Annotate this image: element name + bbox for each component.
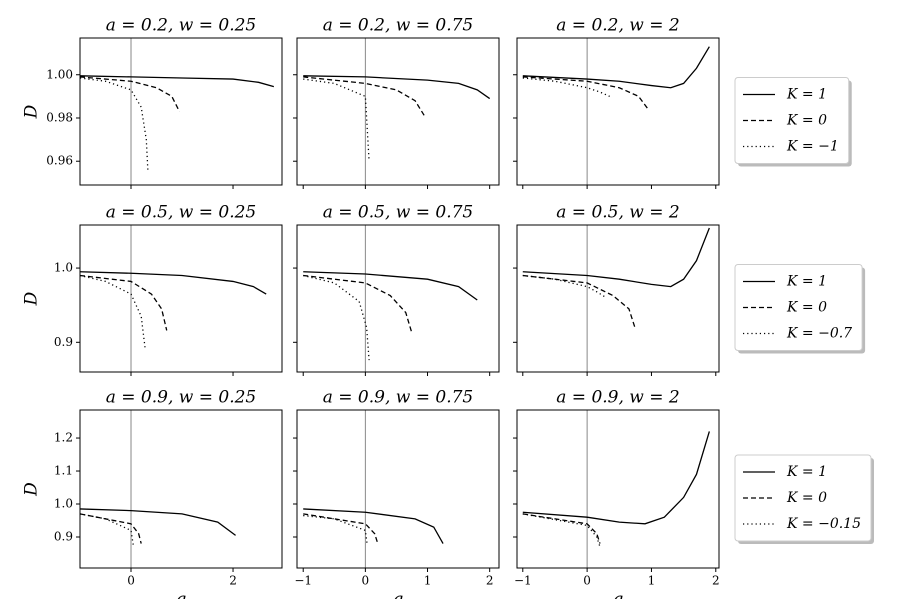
curve xyxy=(522,77,610,97)
subplot-title: a = 0.9, w = 0.75 xyxy=(323,388,474,408)
curve xyxy=(80,513,135,547)
x-tick-label: 2 xyxy=(712,574,720,588)
legend: K = 1 K = 0 K = −1 xyxy=(734,77,852,167)
subplot: a = 0.9, w = 0.75 −1 0 1 2 q xyxy=(293,388,500,599)
subplot-title: a = 0.2, w = 2 xyxy=(556,16,679,36)
legend-label: K = −0.7 xyxy=(786,326,852,342)
legend: K = 1 K = 0 K = −0.7 xyxy=(734,264,866,354)
curve xyxy=(522,274,636,330)
curve xyxy=(80,508,236,536)
curve xyxy=(303,271,478,301)
legend-label: K = 0 xyxy=(786,300,827,316)
legend-label: K = 0 xyxy=(786,490,827,506)
curve xyxy=(303,514,368,546)
plot-frame xyxy=(296,409,500,569)
subplot-title: a = 0.9, w = 2 xyxy=(556,388,679,408)
curve xyxy=(303,75,491,100)
y-tick-label: 0.96 xyxy=(46,154,73,168)
x-axis-label: q xyxy=(393,590,404,599)
plot-frame xyxy=(296,224,500,373)
curve xyxy=(522,513,601,548)
subplot: a = 0.9, w = 2 −1 0 1 2 q xyxy=(513,388,720,599)
x-axis-label: q xyxy=(176,590,187,599)
plot-frame xyxy=(516,224,720,373)
curve xyxy=(303,513,379,544)
y-tick-label: 0.9 xyxy=(54,335,73,349)
subplot: a = 0.2, w = 0.25 1.00 0.98 0.96 D xyxy=(22,16,283,189)
y-tick-label: 1.00 xyxy=(46,67,73,81)
x-tick-label: 2 xyxy=(486,574,494,588)
x-tick-label: −1 xyxy=(514,574,532,588)
subplot-title: a = 0.5, w = 0.75 xyxy=(323,203,474,223)
subplot-title: a = 0.5, w = 2 xyxy=(556,203,679,223)
curve xyxy=(522,513,601,544)
legend-box xyxy=(734,77,850,164)
y-tick-label: 1.0 xyxy=(54,497,73,511)
subplot: a = 0.2, w = 2 xyxy=(513,16,720,189)
legend-label: K = 0 xyxy=(786,113,827,129)
x-tick-label: 0 xyxy=(583,574,591,588)
curve xyxy=(522,76,649,110)
x-tick-label: 0 xyxy=(127,574,135,588)
legend-box xyxy=(734,264,863,351)
curve xyxy=(522,46,710,89)
y-axis-label: D xyxy=(22,291,42,306)
curve xyxy=(80,274,168,331)
subplot: a = 0.5, w = 0.25 1.0 0.9 D xyxy=(22,203,283,376)
curve xyxy=(522,227,710,288)
plot-frame xyxy=(296,37,500,186)
legend-label: K = −1 xyxy=(786,139,839,155)
plot-frame xyxy=(516,409,720,569)
x-tick-label: 2 xyxy=(229,574,237,588)
legend-box xyxy=(734,454,872,542)
y-tick-label: 1.0 xyxy=(54,261,73,275)
curve xyxy=(522,274,607,299)
subplot-title: a = 0.9, w = 0.25 xyxy=(106,388,257,408)
subplot: a = 0.5, w = 2 xyxy=(513,203,720,376)
curve xyxy=(303,76,425,117)
plot-frame xyxy=(79,409,283,569)
subplot-title: a = 0.2, w = 0.25 xyxy=(106,16,257,36)
legend-label: K = 1 xyxy=(786,274,827,290)
subplot-title: a = 0.2, w = 0.75 xyxy=(323,16,474,36)
subplot: a = 0.9, w = 0.25 0 2 1.2 1.1 1.0 0.9 q D xyxy=(22,388,283,599)
y-tick-label: 0.9 xyxy=(54,529,73,543)
curve xyxy=(80,271,267,295)
y-tick-label: 1.1 xyxy=(54,464,73,478)
curve xyxy=(80,77,149,170)
x-axis-label: q xyxy=(613,590,624,599)
curve xyxy=(80,274,146,350)
curve xyxy=(80,76,181,112)
x-tick-label: 1 xyxy=(424,574,432,588)
legend-label: K = 1 xyxy=(786,464,827,480)
curve xyxy=(80,75,275,88)
curve xyxy=(303,274,413,334)
curve xyxy=(80,513,142,544)
plot-frame xyxy=(516,37,720,186)
subplot: a = 0.2, w = 0.75 xyxy=(293,16,500,189)
subplot-title: a = 0.5, w = 0.25 xyxy=(106,203,257,223)
curve xyxy=(303,78,370,162)
curve xyxy=(522,431,710,525)
curve xyxy=(303,508,444,544)
legend: K = 1 K = 0 K = −0.15 xyxy=(734,454,874,544)
subplot: a = 0.5, w = 0.75 xyxy=(293,203,500,376)
plot-frame xyxy=(79,224,283,373)
x-tick-label: 0 xyxy=(362,574,370,588)
legend-label: K = 1 xyxy=(786,87,827,103)
x-tick-label: −1 xyxy=(294,574,312,588)
x-tick-label: 1 xyxy=(648,574,656,588)
y-axis-label: D xyxy=(22,104,42,119)
curve xyxy=(303,274,370,361)
legend-label: K = −0.15 xyxy=(786,516,861,532)
y-tick-label: 0.98 xyxy=(46,110,73,124)
plot-frame xyxy=(79,37,283,186)
y-axis-label: D xyxy=(22,482,42,497)
y-tick-label: 1.2 xyxy=(54,431,73,445)
